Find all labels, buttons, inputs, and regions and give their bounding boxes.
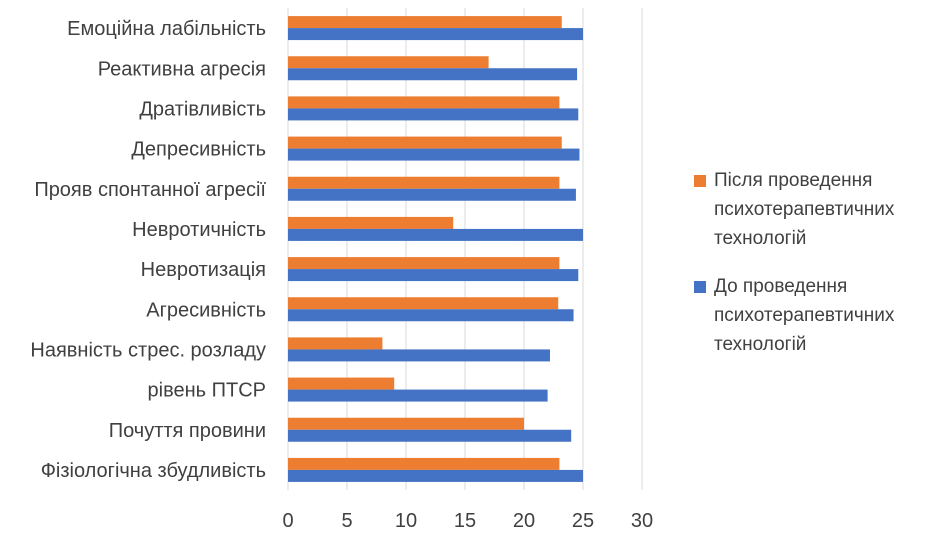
category-label: Депресивність <box>131 139 266 161</box>
category-label: Реактивна агресія <box>98 58 266 80</box>
category-label: Невротизація <box>141 259 266 281</box>
legend-label: Після проведення <box>714 170 872 191</box>
x-tick-label: 20 <box>513 510 535 532</box>
bar-after <box>288 457 560 470</box>
bar-before <box>288 68 578 81</box>
bar-before <box>288 389 548 402</box>
category-label: рівень ПТСР <box>148 380 267 402</box>
x-tick-label: 15 <box>454 510 476 532</box>
bar-after <box>288 377 395 390</box>
bar-before <box>288 269 579 282</box>
bar-before <box>288 108 579 121</box>
x-axis-tick-labels: 0 5 10 15 20 25 30 <box>282 510 653 532</box>
bar-after <box>288 417 524 430</box>
category-label: Почуття провини <box>109 420 266 442</box>
x-tick-label: 5 <box>341 510 352 532</box>
category-label: Невротичність <box>132 219 266 241</box>
bars <box>288 16 583 482</box>
bar-after <box>288 257 560 270</box>
category-label: Агресивність <box>146 299 266 321</box>
category-label: Фізіологічна збудливість <box>41 460 266 482</box>
x-tick-label: 10 <box>395 510 417 532</box>
bar-before <box>288 349 550 362</box>
bar-before <box>288 28 583 41</box>
legend: Після проведення психотерапевтичних технол… <box>694 170 895 355</box>
category-label: Прояв спонтанної агресії <box>34 179 266 201</box>
legend-label: технологій <box>714 228 806 249</box>
bar-before <box>288 429 572 442</box>
legend-label: психотерапевтичних <box>714 305 895 326</box>
legend-label: технологій <box>714 334 806 355</box>
x-tick-label: 30 <box>631 510 653 532</box>
bar-after <box>288 337 383 350</box>
x-tick-label: 25 <box>572 510 594 532</box>
bar-after <box>288 216 454 229</box>
bar-before <box>288 309 574 322</box>
legend-label: психотерапевтичних <box>714 199 895 220</box>
bar-after <box>288 56 489 69</box>
category-label: Наявність стрес. розладу <box>30 339 266 361</box>
bar-after <box>288 96 560 109</box>
x-tick-label: 0 <box>282 510 293 532</box>
bar-before <box>288 228 583 241</box>
legend-swatch <box>694 175 706 187</box>
bar-before <box>288 469 583 482</box>
bar-before <box>288 188 576 201</box>
legend-label: До проведення <box>714 276 847 297</box>
bar-before <box>288 148 580 161</box>
bar-after <box>288 16 562 29</box>
category-label: Емоційна лабільність <box>67 18 266 40</box>
bar-after <box>288 297 559 310</box>
bar-after <box>288 176 560 189</box>
grid-lines <box>287 8 643 490</box>
legend-swatch <box>694 281 706 293</box>
bar-after <box>288 136 562 149</box>
category-labels: Емоційна лабільність Реактивна агресія Дра… <box>30 18 266 482</box>
category-label: Дратівливість <box>139 98 266 120</box>
